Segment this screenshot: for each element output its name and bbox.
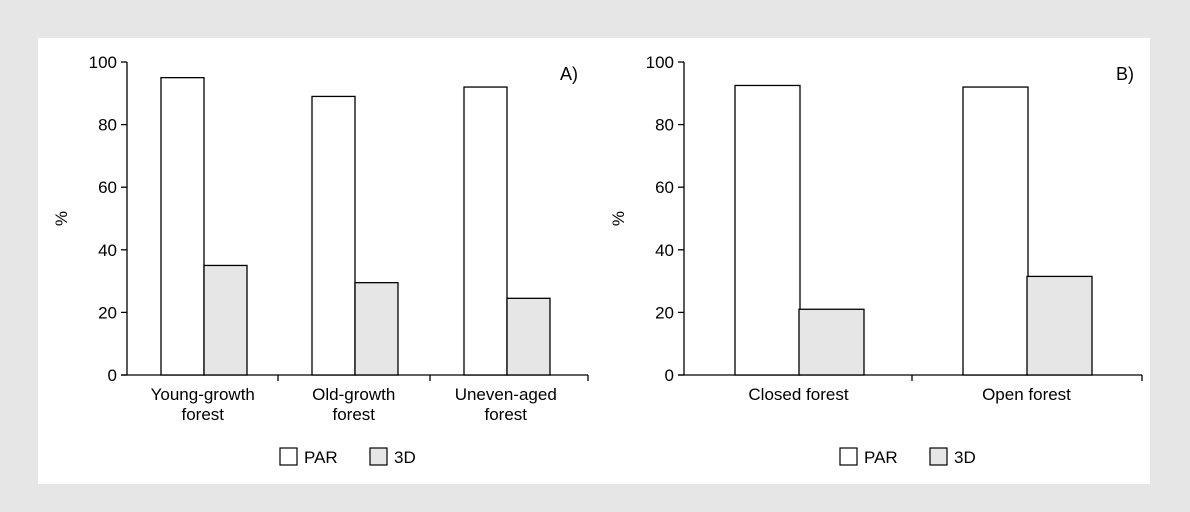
y-tick-label: 60	[655, 178, 674, 197]
x-category-label: Closed forest	[748, 385, 848, 404]
y-tick-label: 40	[98, 241, 117, 260]
bar-3d-2	[1026, 275, 1093, 376]
y-tick-label: 100	[646, 53, 674, 72]
x-category-label: Old-growth	[312, 385, 395, 404]
y-tick-label: 20	[655, 303, 674, 322]
legend-label-3d: 3D	[954, 448, 976, 467]
x-category-label: Open forest	[982, 385, 1071, 404]
bar-3d-2	[354, 282, 399, 376]
legend-swatch-par	[839, 447, 858, 466]
bar-3d-1	[798, 308, 865, 376]
y-tick-label: 80	[98, 116, 117, 135]
bar-par-2	[962, 86, 1029, 376]
panel-label: B)	[1116, 64, 1134, 84]
y-axis-label: %	[52, 211, 71, 226]
panel-label: A)	[560, 64, 578, 84]
bar-par-1	[160, 77, 205, 376]
legend-label-3d: 3D	[394, 448, 416, 467]
legend-swatch-3d	[929, 447, 948, 466]
bar-par-1	[734, 84, 801, 376]
legend-swatch-3d	[369, 447, 388, 466]
y-tick-label: 0	[665, 366, 674, 385]
x-category-label: forest	[332, 405, 375, 424]
y-tick-label: 60	[98, 178, 117, 197]
bar-3d-3	[506, 297, 551, 376]
bar-par-2	[311, 95, 356, 376]
x-category-label: forest	[484, 405, 527, 424]
y-tick-label: 80	[655, 116, 674, 135]
legend: PAR 3D	[839, 447, 976, 467]
x-category-label: forest	[181, 405, 224, 424]
y-tick-label: 40	[655, 241, 674, 260]
legend-label-par: PAR	[304, 448, 338, 467]
chart-panel-b: 0 20 40 60 80 100% B) Closed forest Open forest P…	[609, 53, 1143, 467]
y-axis-label: %	[609, 211, 628, 226]
x-category-label: Uneven-aged	[455, 385, 557, 404]
y-tick-label: 0	[108, 366, 117, 385]
chart-panel-a: 020406080100%A)Young-growthforestOld-gro…	[52, 53, 589, 467]
bar-3d-1	[203, 264, 248, 376]
legend: PAR 3D	[279, 447, 416, 467]
legend-label-par: PAR	[864, 448, 898, 467]
bar-par-3	[463, 86, 508, 376]
legend-swatch-par	[279, 447, 298, 466]
y-tick-label: 20	[98, 303, 117, 322]
y-tick-label: 100	[89, 53, 117, 72]
x-category-label: Young-growth	[151, 385, 255, 404]
